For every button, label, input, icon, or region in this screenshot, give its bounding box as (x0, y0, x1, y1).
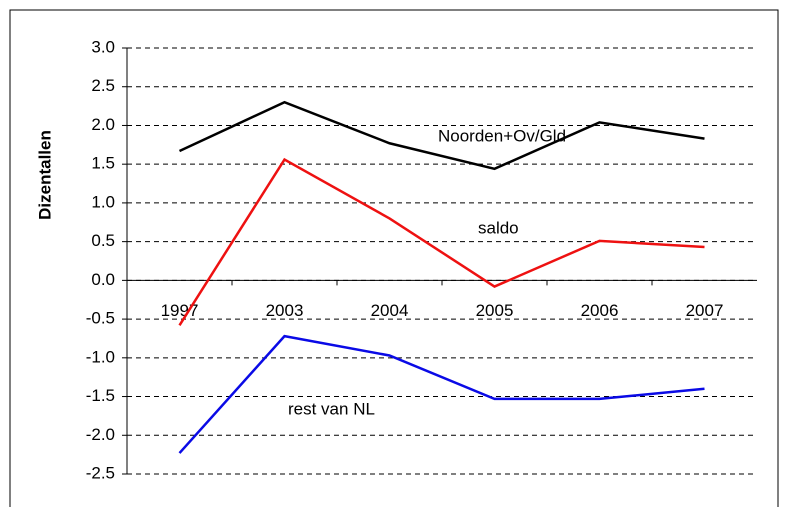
y-tick-label: -1.5 (86, 386, 115, 405)
series-line (178, 334, 705, 454)
series-line (178, 157, 705, 326)
x-tick-label: 2006 (581, 301, 619, 320)
series-label: rest van NL (288, 399, 375, 418)
series-label: saldo (478, 218, 519, 237)
y-tick-label: -1.0 (86, 347, 115, 366)
x-tick-label: 1997 (161, 301, 199, 320)
y-tick-label: 2.5 (91, 76, 115, 95)
y-tick-label: 3.0 (91, 37, 115, 56)
x-tick-label: 2007 (686, 301, 724, 320)
x-tick-label: 2003 (266, 301, 304, 320)
y-tick-label: 0.5 (91, 231, 115, 250)
y-tick-label: 0.0 (91, 270, 115, 289)
chart-frame (9, 9, 779, 507)
y-axis-label: Dizentallen (35, 130, 54, 220)
y-tick-label: -0.5 (86, 309, 115, 328)
y-tick-label: 1.0 (91, 192, 115, 211)
x-tick-label: 2005 (476, 301, 514, 320)
x-tick-label: 2004 (371, 301, 409, 320)
series-line (178, 100, 705, 171)
series-label: Noorden+Ov/Gld (438, 126, 566, 145)
y-tick-label: -2.5 (86, 463, 115, 482)
y-tick-label: 2.0 (91, 115, 115, 134)
y-tick-label: 1.5 (91, 154, 115, 173)
y-tick-label: -2.0 (86, 425, 115, 444)
